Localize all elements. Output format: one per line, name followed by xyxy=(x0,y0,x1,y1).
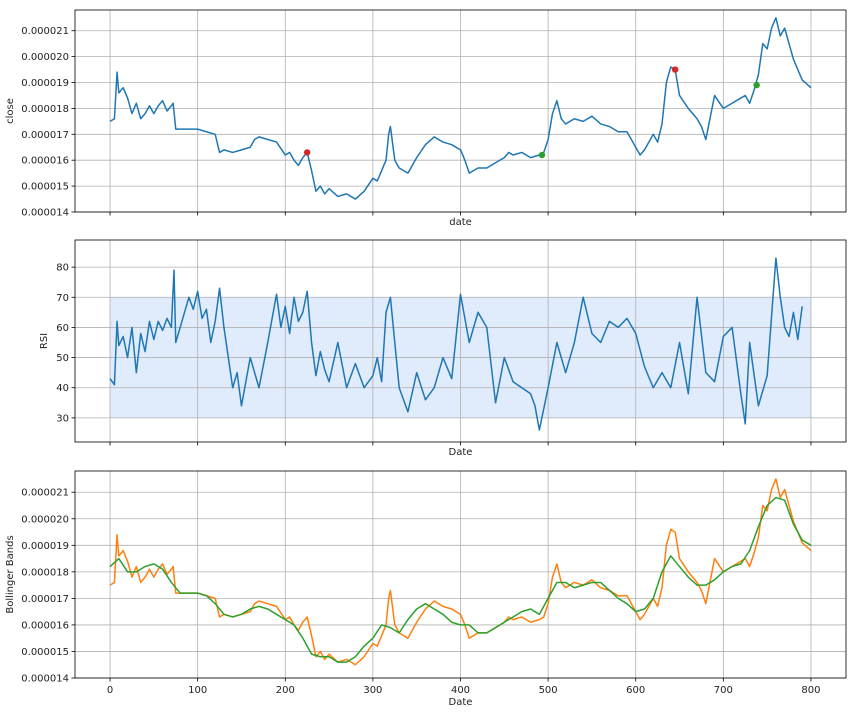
y-tick-label: 0.000015 xyxy=(21,647,69,658)
y-tick-label: 0.000020 xyxy=(21,52,69,63)
series-line-0 xyxy=(109,257,803,431)
y-tick-label: 0.000020 xyxy=(21,514,69,525)
rsi-panel: 30 40 50 60 70 80 Date RSI xyxy=(39,239,847,458)
signal-marker xyxy=(671,66,679,73)
x-tick-label: 600 xyxy=(626,685,645,696)
y-tick-label: 80 xyxy=(56,263,69,274)
y-tick-label: 0.000017 xyxy=(21,594,69,605)
y-tick-label: 30 xyxy=(56,413,69,424)
x-tick-label: 100 xyxy=(188,685,207,696)
signal-marker xyxy=(538,151,546,159)
y-tick-label: 0.000019 xyxy=(21,541,69,552)
signal-marker xyxy=(303,149,311,156)
y-axis-label: RSI xyxy=(39,333,50,349)
x-tick-label: 300 xyxy=(363,685,382,696)
x-tick-label: 700 xyxy=(714,685,733,696)
y-tick-label: 0.000019 xyxy=(21,78,69,89)
series-line-1 xyxy=(109,496,812,663)
y-tick-label: 0.000016 xyxy=(21,620,69,631)
x-tick-label: 500 xyxy=(539,685,558,696)
y-tick-label: 0.000021 xyxy=(21,26,69,37)
x-tick-label: 0 xyxy=(107,685,113,696)
y-tick-label: 0.000016 xyxy=(21,156,69,167)
x-axis-label: date xyxy=(449,217,472,228)
x-axis-label: Date xyxy=(449,447,473,458)
close-price-panel: 0.000014 0.000015 0.000016 0.000017 0.000018… xyxy=(5,9,847,228)
y-axis-label: close xyxy=(5,98,16,124)
y-tick-label: 0.000018 xyxy=(21,567,69,578)
y-tick-label: 0.000014 xyxy=(21,208,69,219)
series-line-0 xyxy=(109,17,812,200)
y-tick-label: 0.000018 xyxy=(21,104,69,115)
y-tick-label: 0.000021 xyxy=(21,488,69,499)
x-axis-label: Date xyxy=(449,697,473,708)
signal-marker xyxy=(753,81,760,89)
y-tick-label: 70 xyxy=(56,293,69,304)
x-tick-label: 400 xyxy=(451,685,470,696)
y-tick-label: 50 xyxy=(56,353,69,364)
x-tick-label: 200 xyxy=(276,685,295,696)
y-axis-label: Bollinger Bands xyxy=(5,535,16,613)
y-tick-label: 40 xyxy=(56,383,69,394)
y-tick-label: 60 xyxy=(56,323,69,334)
x-tick-label: 800 xyxy=(801,685,820,696)
y-tick-label: 0.000014 xyxy=(21,674,69,685)
y-tick-label: 0.000015 xyxy=(21,182,69,193)
bollinger-bands-panel: 0 100 200 300 400 500 600 700 800 0.000014 0.00001… xyxy=(5,470,847,708)
y-tick-label: 0.000017 xyxy=(21,130,69,141)
